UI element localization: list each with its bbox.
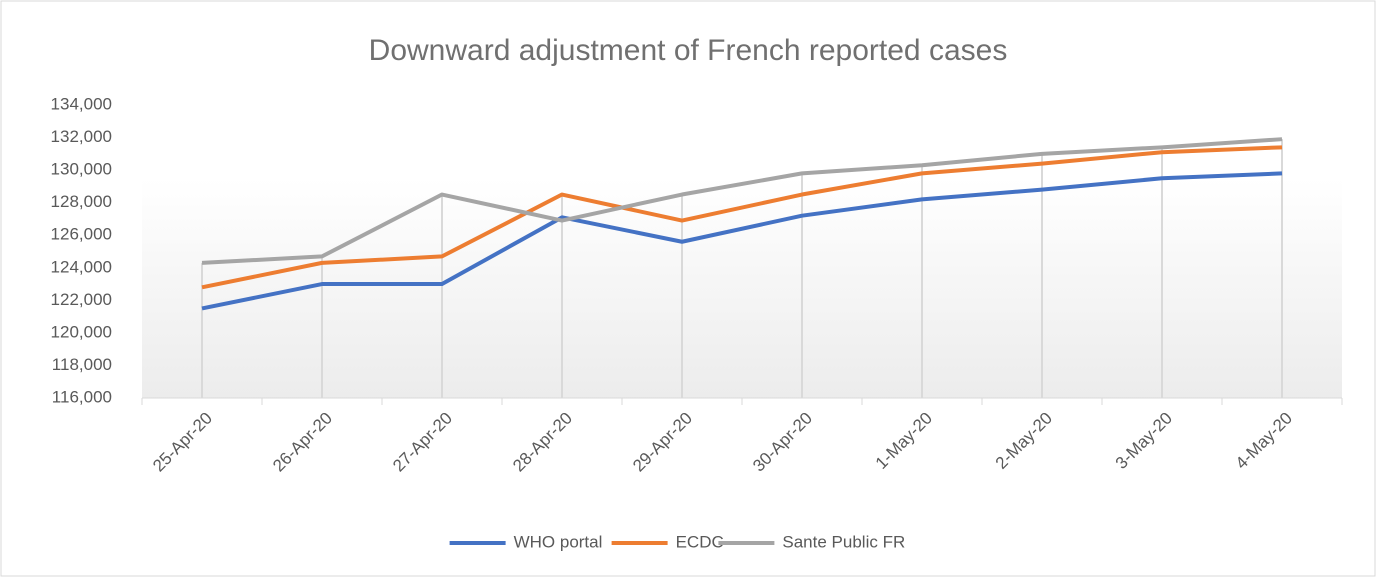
y-tick-label: 118,000	[52, 355, 112, 374]
y-tick-label: 126,000	[51, 225, 112, 244]
chart-title: Downward adjustment of French reported c…	[369, 34, 1008, 67]
y-tick-label: 132,000	[51, 127, 112, 146]
series-line	[201, 171, 1283, 311]
y-tick-label: 116,000	[52, 387, 112, 406]
legend-label: WHO portal	[514, 532, 603, 551]
y-tick-label: 130,000	[51, 160, 112, 179]
legend-label: ECDC	[676, 532, 724, 551]
y-tick-label: 128,000	[51, 192, 112, 211]
y-tick-label: 120,000	[51, 322, 112, 341]
series-line	[201, 137, 1283, 265]
series-line	[201, 145, 1283, 290]
y-tick-label: 124,000	[51, 257, 112, 276]
y-tick-label: 122,000	[51, 290, 112, 309]
y-tick-label: 134,000	[51, 94, 112, 113]
legend-label: Sante Public FR	[782, 532, 905, 551]
